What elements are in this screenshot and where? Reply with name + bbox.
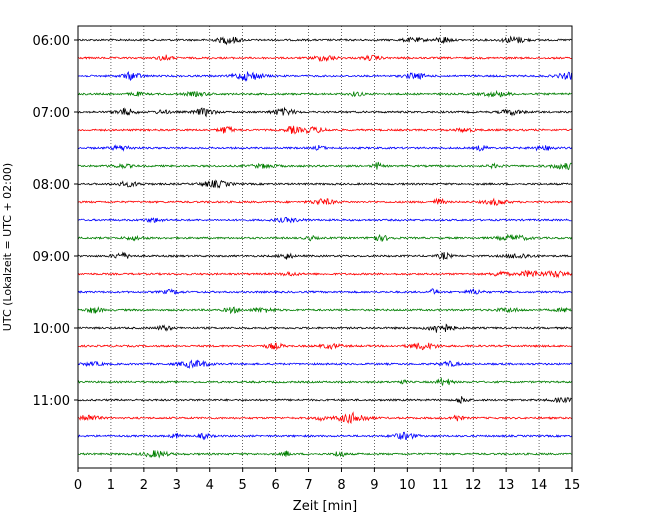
trace-line bbox=[77, 106, 572, 118]
trace-line bbox=[77, 431, 572, 441]
x-tick-label: 13 bbox=[498, 478, 515, 493]
x-tick-label: 2 bbox=[140, 478, 148, 493]
trace-line bbox=[77, 342, 572, 351]
trace-line bbox=[77, 54, 572, 63]
plot-frame bbox=[77, 25, 573, 469]
x-tick-label: 12 bbox=[465, 478, 482, 493]
x-tick-label: 10 bbox=[399, 478, 416, 493]
x-tick-label: 7 bbox=[304, 478, 312, 493]
x-tick-label: 0 bbox=[74, 478, 82, 493]
x-tick-label: 1 bbox=[107, 478, 115, 493]
trace-line bbox=[77, 449, 572, 459]
trace-line bbox=[77, 306, 572, 315]
trace-line bbox=[77, 411, 572, 425]
trace-line bbox=[77, 396, 572, 404]
y-tick-label: 08:00 bbox=[33, 178, 70, 193]
y-tick-label: 09:00 bbox=[33, 250, 70, 265]
trace-line bbox=[77, 179, 572, 189]
x-tick-label: 11 bbox=[432, 478, 449, 493]
y-tick-label: 06:00 bbox=[33, 34, 70, 49]
trace-line bbox=[77, 125, 572, 135]
trace-line bbox=[77, 35, 572, 46]
trace-line bbox=[77, 161, 572, 171]
trace-line bbox=[77, 144, 572, 152]
y-tick-label: 11:00 bbox=[33, 394, 70, 409]
x-tick-label: 3 bbox=[173, 478, 181, 493]
trace-line bbox=[77, 288, 572, 295]
trace-line bbox=[77, 359, 572, 370]
traces bbox=[77, 35, 572, 459]
y-axis-ticks: 06:00 07:00 08:00 09:00 10:00 11:00 bbox=[33, 34, 78, 409]
trace-line bbox=[77, 376, 572, 387]
y-tick-label: 10:00 bbox=[33, 322, 70, 337]
x-tick-label: 8 bbox=[337, 478, 345, 493]
y-tick-label: 07:00 bbox=[33, 106, 70, 121]
x-tick-label: 9 bbox=[370, 478, 378, 493]
trace-line bbox=[77, 217, 572, 224]
x-tick-label: 15 bbox=[564, 478, 581, 493]
trace-line bbox=[77, 233, 572, 243]
x-axis-ticks: 0 1 2 3 4 5 6 7 8 9 10 11 12 13 14 15 bbox=[74, 468, 580, 493]
x-tick-label: 6 bbox=[271, 478, 279, 493]
trace-line bbox=[77, 251, 572, 260]
x-tick-label: 14 bbox=[531, 478, 548, 493]
trace-line bbox=[77, 197, 572, 206]
x-tick-label: 4 bbox=[206, 478, 214, 493]
trace-line bbox=[77, 89, 572, 98]
y-axis-label: UTC (Lokalzeit = UTC + 02:00) bbox=[1, 163, 14, 331]
trace-line bbox=[77, 269, 572, 279]
x-tick-label: 5 bbox=[239, 478, 247, 493]
trace-line bbox=[77, 323, 572, 333]
x-axis-label: Zeit [min] bbox=[293, 499, 357, 514]
trace-line bbox=[77, 70, 572, 82]
